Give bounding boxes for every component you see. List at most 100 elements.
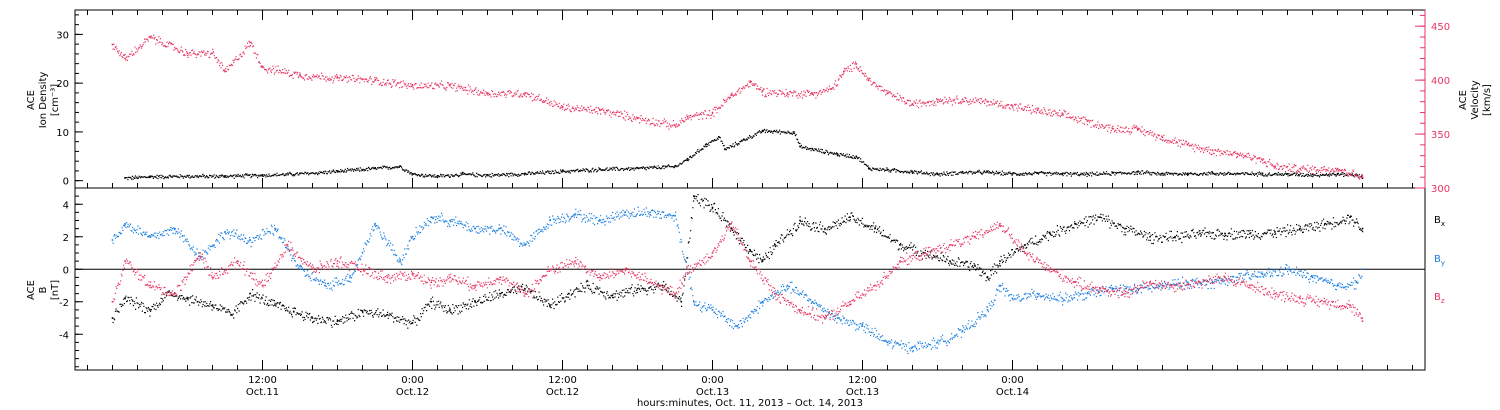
velocity-series-scatter bbox=[112, 34, 1364, 180]
by-series-point bbox=[1186, 281, 1189, 283]
x-axis-label: hours:minutes, Oct. 11, 2013 – Oct. 14, … bbox=[637, 398, 863, 409]
bottom-ytick-label: 0 bbox=[63, 265, 69, 276]
bx-series-point bbox=[636, 287, 639, 290]
bz-series-point bbox=[849, 300, 851, 303]
top-left-ylabel-line2: Ion Density bbox=[38, 72, 49, 129]
density-series-point bbox=[911, 170, 914, 173]
by-series-point bbox=[349, 276, 351, 279]
density-series-point bbox=[936, 173, 939, 175]
top-right-ytick-label: 450 bbox=[1431, 22, 1450, 33]
density-series-point bbox=[461, 173, 464, 175]
density-series-point bbox=[149, 175, 151, 178]
top-left-ylabel: ACE Ion Density [cm⁻³] bbox=[26, 72, 61, 129]
x-tick-time-label: 12:00 bbox=[248, 375, 277, 386]
legend-bx: Bx bbox=[1434, 215, 1445, 228]
bx-series-point bbox=[1249, 232, 1251, 235]
by-series-point bbox=[1061, 297, 1064, 300]
by-series-point bbox=[936, 341, 939, 344]
top-right-ytick-label: 350 bbox=[1431, 130, 1450, 141]
x-tick-time-label: 0:00 bbox=[401, 375, 423, 386]
density-series-point bbox=[1211, 172, 1214, 174]
bz-series-point bbox=[1149, 281, 1151, 283]
by-series-point bbox=[693, 300, 695, 303]
bx-series-point bbox=[336, 320, 339, 322]
density-series-point bbox=[686, 157, 689, 160]
by-series-point bbox=[986, 309, 989, 311]
by-series-point bbox=[324, 284, 326, 287]
bz-series-point bbox=[411, 273, 414, 275]
bx-series-point bbox=[1274, 231, 1276, 233]
bx-series-point bbox=[124, 297, 126, 300]
bz-series-point bbox=[1124, 292, 1126, 295]
velocity-series-point bbox=[111, 43, 114, 46]
bz-series-point bbox=[599, 276, 601, 279]
bz-series-point bbox=[774, 292, 776, 295]
density-series-point bbox=[867, 167, 870, 169]
density-series-point bbox=[1186, 172, 1189, 175]
velocity-series-point bbox=[855, 63, 858, 65]
legend: Bx By Bz bbox=[1434, 215, 1445, 305]
bx-series-point bbox=[386, 313, 389, 316]
plot-frames bbox=[74, 9, 1426, 371]
bx-series-point bbox=[799, 219, 801, 222]
bottom-left-ylabel-line3: [nT] bbox=[50, 280, 61, 300]
by-series-point bbox=[449, 219, 451, 222]
bz-series-point bbox=[574, 260, 576, 262]
density-series-point bbox=[1311, 173, 1314, 176]
bx-series-point bbox=[1199, 232, 1201, 235]
by-series-point bbox=[836, 317, 839, 319]
bx-series-point bbox=[693, 195, 695, 197]
bottom-left-ylabel: ACE B [nT] bbox=[26, 280, 61, 300]
velocity-series-point bbox=[1361, 176, 1364, 178]
bz-series-point bbox=[1299, 297, 1301, 300]
top-left-ytick-label: 10 bbox=[56, 128, 69, 139]
top-right-ylabel: ACE Velocity [km/s] bbox=[1458, 80, 1493, 119]
velocity-series-point bbox=[299, 73, 301, 76]
bx-series-point bbox=[474, 300, 476, 303]
bx-series-point bbox=[874, 227, 876, 230]
bx-series-point bbox=[711, 206, 714, 209]
velocity-series-point bbox=[730, 94, 733, 96]
velocity-series-point bbox=[1336, 167, 1339, 170]
bx-series-point bbox=[661, 284, 664, 287]
bx-series-scatter bbox=[112, 194, 1364, 329]
by-series-point bbox=[111, 239, 114, 241]
bz-series-point bbox=[261, 284, 264, 287]
top-right-ylabel-line3: [km/s] bbox=[1482, 84, 1493, 116]
bz-series-point bbox=[1099, 287, 1101, 290]
by-series-point bbox=[786, 284, 789, 287]
bz-series-point bbox=[430, 281, 432, 283]
by-series-point bbox=[1036, 292, 1039, 295]
bx-series-point bbox=[149, 309, 151, 311]
velocity-series-point bbox=[749, 81, 751, 84]
bz-series-point bbox=[1274, 292, 1276, 295]
bx-series-point bbox=[680, 300, 683, 303]
by-series-point bbox=[499, 227, 501, 230]
bx-series-point bbox=[974, 265, 976, 267]
bz-series-point bbox=[749, 260, 751, 262]
bx-series-point bbox=[549, 304, 551, 306]
velocity-series-point bbox=[711, 111, 714, 114]
by-series-point bbox=[1136, 287, 1139, 290]
density-series-point bbox=[705, 143, 708, 145]
velocity-series-point bbox=[561, 106, 564, 108]
by-series-point bbox=[1336, 284, 1339, 287]
by-series-point bbox=[174, 227, 176, 230]
bz-series-point bbox=[1224, 276, 1226, 279]
velocity-series-point bbox=[786, 92, 789, 94]
velocity-series-point bbox=[1161, 136, 1164, 139]
bz-series-point bbox=[711, 252, 714, 254]
bx-series-point bbox=[111, 317, 114, 319]
bz-series-point bbox=[336, 260, 339, 262]
bx-series-point bbox=[186, 297, 189, 300]
bottom-ytick-label: -4 bbox=[59, 330, 69, 341]
bz-series-point bbox=[999, 222, 1001, 225]
by-series-point bbox=[399, 260, 401, 262]
density-series-point bbox=[674, 165, 676, 167]
bz-series-point bbox=[149, 284, 151, 287]
bx-series-point bbox=[999, 260, 1001, 262]
bx-series-point bbox=[849, 216, 851, 218]
bx-series-point bbox=[1299, 227, 1301, 230]
by-series-point bbox=[999, 284, 1001, 287]
velocity-series-point bbox=[761, 90, 764, 92]
